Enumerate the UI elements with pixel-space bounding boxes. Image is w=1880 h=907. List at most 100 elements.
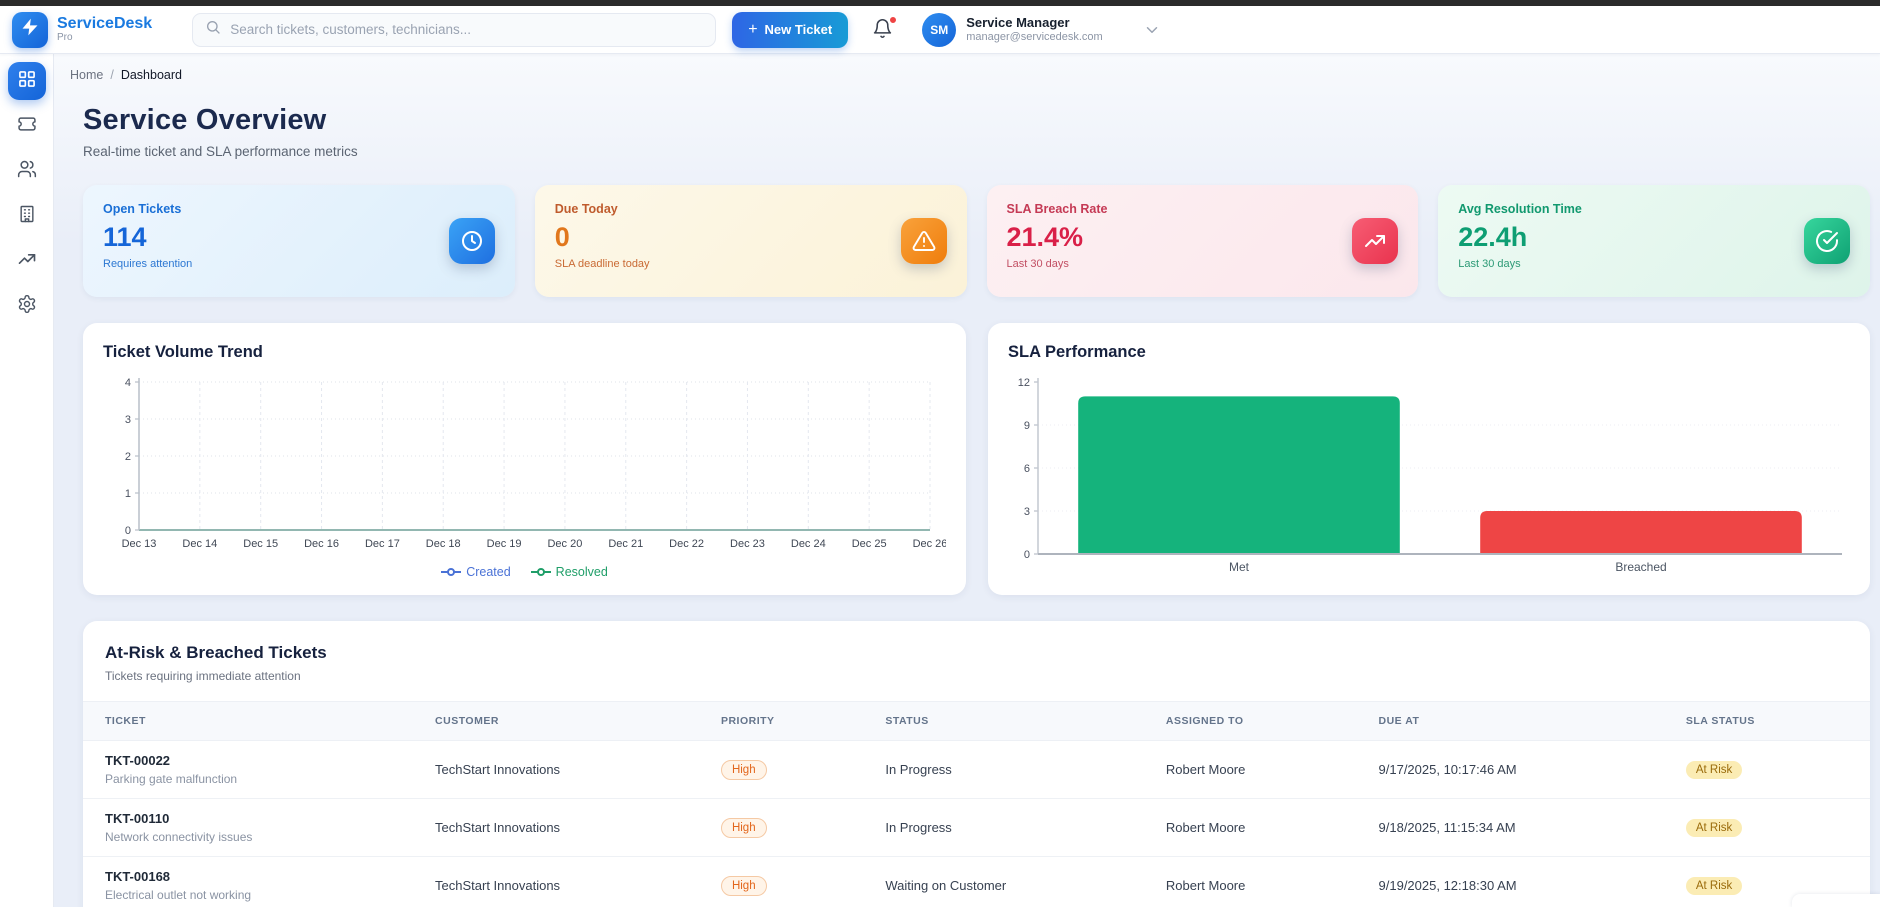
svg-text:2: 2 (125, 451, 131, 463)
svg-text:3: 3 (125, 414, 131, 426)
ticket-cell: TKT-00168 Electrical outlet not working (83, 857, 435, 907)
user-meta: Service Manager manager@servicedesk.com (966, 15, 1103, 45)
sidebar-item-tickets[interactable] (8, 107, 46, 145)
stat-caption: SLA deadline today (555, 258, 947, 270)
svg-text:Dec 14: Dec 14 (182, 538, 217, 550)
stat-caption: Requires attention (103, 258, 495, 270)
sla-status-badge: At Risk (1686, 761, 1742, 779)
ticket-cell: TKT-00110Network connectivity issues (83, 799, 435, 856)
svg-text:Dec 19: Dec 19 (487, 538, 522, 550)
chart-legend: Created Resolved (103, 565, 946, 579)
stat-card: Open Tickets114Requires attention (83, 185, 515, 297)
column-header: CUSTOMER (435, 702, 721, 740)
at-risk-table-card: At-Risk & Breached Tickets Tickets requi… (83, 621, 1870, 907)
stat-caption: Last 30 days (1458, 258, 1850, 270)
user-name: Service Manager (966, 15, 1103, 31)
svg-text:Dec 23: Dec 23 (730, 538, 765, 550)
customer-cell: TechStart Innovations (435, 750, 721, 789)
svg-text:Breached: Breached (1615, 560, 1666, 574)
stat-label: Open Tickets (103, 202, 495, 216)
stat-cards-row: Open Tickets114Requires attentionDue Tod… (83, 185, 1870, 297)
sidebar-item-dashboard[interactable] (8, 62, 46, 100)
stat-value: 22.4h (1458, 222, 1850, 253)
search-input[interactable] (230, 22, 703, 37)
page-header: Service Overview Real-time ticket and SL… (54, 82, 1880, 159)
chart-title: Ticket Volume Trend (103, 343, 946, 362)
app-tier: Pro (57, 33, 152, 44)
chevron-down-icon[interactable] (1143, 21, 1161, 39)
page-subtitle: Real-time ticket and SLA performance met… (83, 144, 1880, 159)
dashboard-icon (17, 69, 37, 94)
svg-text:Dec 15: Dec 15 (243, 538, 278, 550)
sidebar-item-customers[interactable] (8, 152, 46, 190)
stat-caption: Last 30 days (1007, 258, 1399, 270)
gear-icon (17, 294, 37, 319)
sla-performance-chart-card: SLA Performance 036912MetBreached (988, 323, 1870, 595)
breadcrumb-current: Dashboard (121, 68, 182, 82)
table-subtitle: Tickets requiring immediate attention (105, 669, 1848, 683)
due-at-cell: 9/19/2025, 12:18:30 AM (1379, 866, 1686, 905)
svg-text:0: 0 (125, 525, 131, 537)
ticket-description: Parking gate malfunction (105, 772, 427, 786)
user-menu[interactable]: SM Service Manager manager@servicedesk.c… (922, 13, 1103, 47)
breadcrumb: Home / Dashboard (54, 54, 1880, 82)
priority-cell: High (721, 748, 885, 792)
status-cell: In Progress (885, 808, 1166, 847)
stat-label: Avg Resolution Time (1458, 202, 1850, 216)
sidebar-item-settings[interactable] (8, 287, 46, 325)
global-search[interactable] (192, 13, 716, 47)
ticket-icon (17, 114, 37, 139)
column-header: TICKET (83, 702, 435, 740)
avatar: SM (922, 13, 956, 47)
priority-badge: High (721, 876, 767, 896)
notifications-button[interactable] (872, 18, 896, 42)
sidebar-item-companies[interactable] (8, 197, 46, 235)
svg-text:Dec 24: Dec 24 (791, 538, 826, 550)
users-icon (17, 159, 37, 184)
top-bar: ServiceDesk Pro + New Ticket SM Service … (0, 6, 1880, 54)
sla-status-cell: At Risk (1686, 749, 1870, 791)
table-row[interactable]: TKT-00110Network connectivity issuesTech… (83, 799, 1870, 857)
ticket-volume-chart: 01234Dec 13Dec 14Dec 15Dec 16Dec 17Dec 1… (103, 372, 946, 561)
legend-item-created[interactable]: Created (441, 565, 510, 579)
trending-up-icon (17, 249, 37, 274)
stat-card: Due Today0SLA deadline today (535, 185, 967, 297)
check-circle-icon (1804, 218, 1850, 264)
ticket-cell: TKT-00022 Parking gate malfunction (83, 741, 435, 798)
table-row[interactable]: TKT-00168 Electrical outlet not working Te… (83, 857, 1870, 907)
bar-met[interactable] (1078, 396, 1400, 554)
user-email: manager@servicedesk.com (966, 31, 1103, 45)
lightning-icon (20, 17, 40, 42)
sidebar (0, 54, 54, 907)
breadcrumb-home[interactable]: Home (70, 68, 103, 82)
customer-cell: TechStart Innovations (435, 866, 721, 905)
clock-icon (449, 218, 495, 264)
charts-row: Ticket Volume Trend 01234Dec 13Dec 14Dec… (83, 323, 1870, 595)
sidebar-item-reports[interactable] (8, 242, 46, 280)
status-cell: In Progress (885, 750, 1166, 789)
ticket-description: Electrical outlet not working (105, 888, 427, 902)
ticket-id: TKT-00022 (105, 753, 427, 768)
building-icon (17, 204, 37, 229)
bar-breached[interactable] (1480, 511, 1802, 554)
priority-cell: High (721, 806, 885, 850)
sla-status-badge: At Risk (1686, 877, 1742, 895)
svg-text:Dec 17: Dec 17 (365, 538, 400, 550)
svg-text:Dec 18: Dec 18 (426, 538, 461, 550)
app-name: ServiceDesk (57, 16, 152, 33)
column-header: STATUS (885, 702, 1166, 740)
legend-item-resolved[interactable]: Resolved (531, 565, 608, 579)
page-title: Service Overview (83, 104, 1880, 137)
stat-card: Avg Resolution Time 22.4h Last 30 days (1438, 185, 1870, 297)
ticket-id: TKT-00168 (105, 869, 427, 884)
svg-text:Dec 16: Dec 16 (304, 538, 339, 550)
ticket-volume-chart-card: Ticket Volume Trend 01234Dec 13Dec 14Dec… (83, 323, 966, 595)
assigned-to-cell: Robert Moore (1166, 866, 1379, 905)
column-header: DUE AT (1379, 702, 1686, 740)
table-row[interactable]: TKT-00022 Parking gate malfunction TechSta… (83, 741, 1870, 799)
table-column-headers: TICKETCUSTOMERPRIORITYSTATUSASSIGNED TOD… (83, 701, 1870, 741)
svg-text:Met: Met (1229, 560, 1250, 574)
due-at-cell: 9/17/2025, 10:17:46 AM (1379, 750, 1686, 789)
new-ticket-button[interactable]: + New Ticket (732, 12, 848, 48)
column-header: ASSIGNED TO (1166, 702, 1379, 740)
